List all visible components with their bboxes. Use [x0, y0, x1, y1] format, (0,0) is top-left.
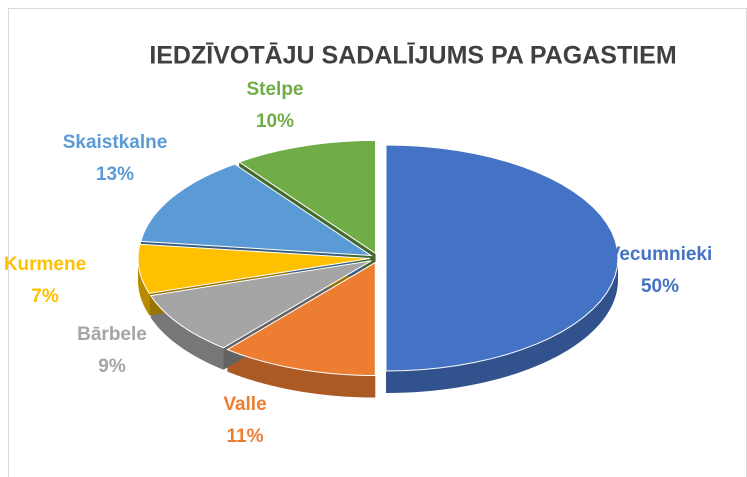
chart-title: IEDZĪVOTĀJU SADALĪJUMS PA PAGASTIEM — [149, 42, 676, 70]
data-label-name: Bārbele — [77, 324, 147, 345]
slice — [140, 163, 373, 257]
data-label-name: Stelpe — [246, 79, 303, 100]
data-label-value: 50% — [641, 276, 679, 297]
data-label-value: 13% — [96, 164, 134, 185]
slice — [137, 243, 371, 294]
data-label-name: Kurmene — [4, 254, 86, 275]
slice — [385, 144, 619, 372]
data-label-value: 9% — [98, 356, 126, 377]
data-label-value: 10% — [256, 111, 294, 132]
data-label-name: Vecumnieki — [608, 244, 713, 265]
slice — [149, 260, 372, 349]
slice-side — [386, 258, 618, 393]
chart-frame — [8, 8, 747, 477]
slice — [238, 139, 377, 255]
slice — [226, 261, 376, 377]
slice-side — [227, 349, 376, 398]
data-label-value: 7% — [31, 286, 59, 307]
data-label-name: Valle — [223, 394, 266, 415]
data-label-name: Skaistkalne — [63, 132, 168, 153]
slice-side — [150, 295, 224, 370]
data-label-value: 11% — [227, 426, 264, 447]
slice-side — [138, 258, 150, 316]
